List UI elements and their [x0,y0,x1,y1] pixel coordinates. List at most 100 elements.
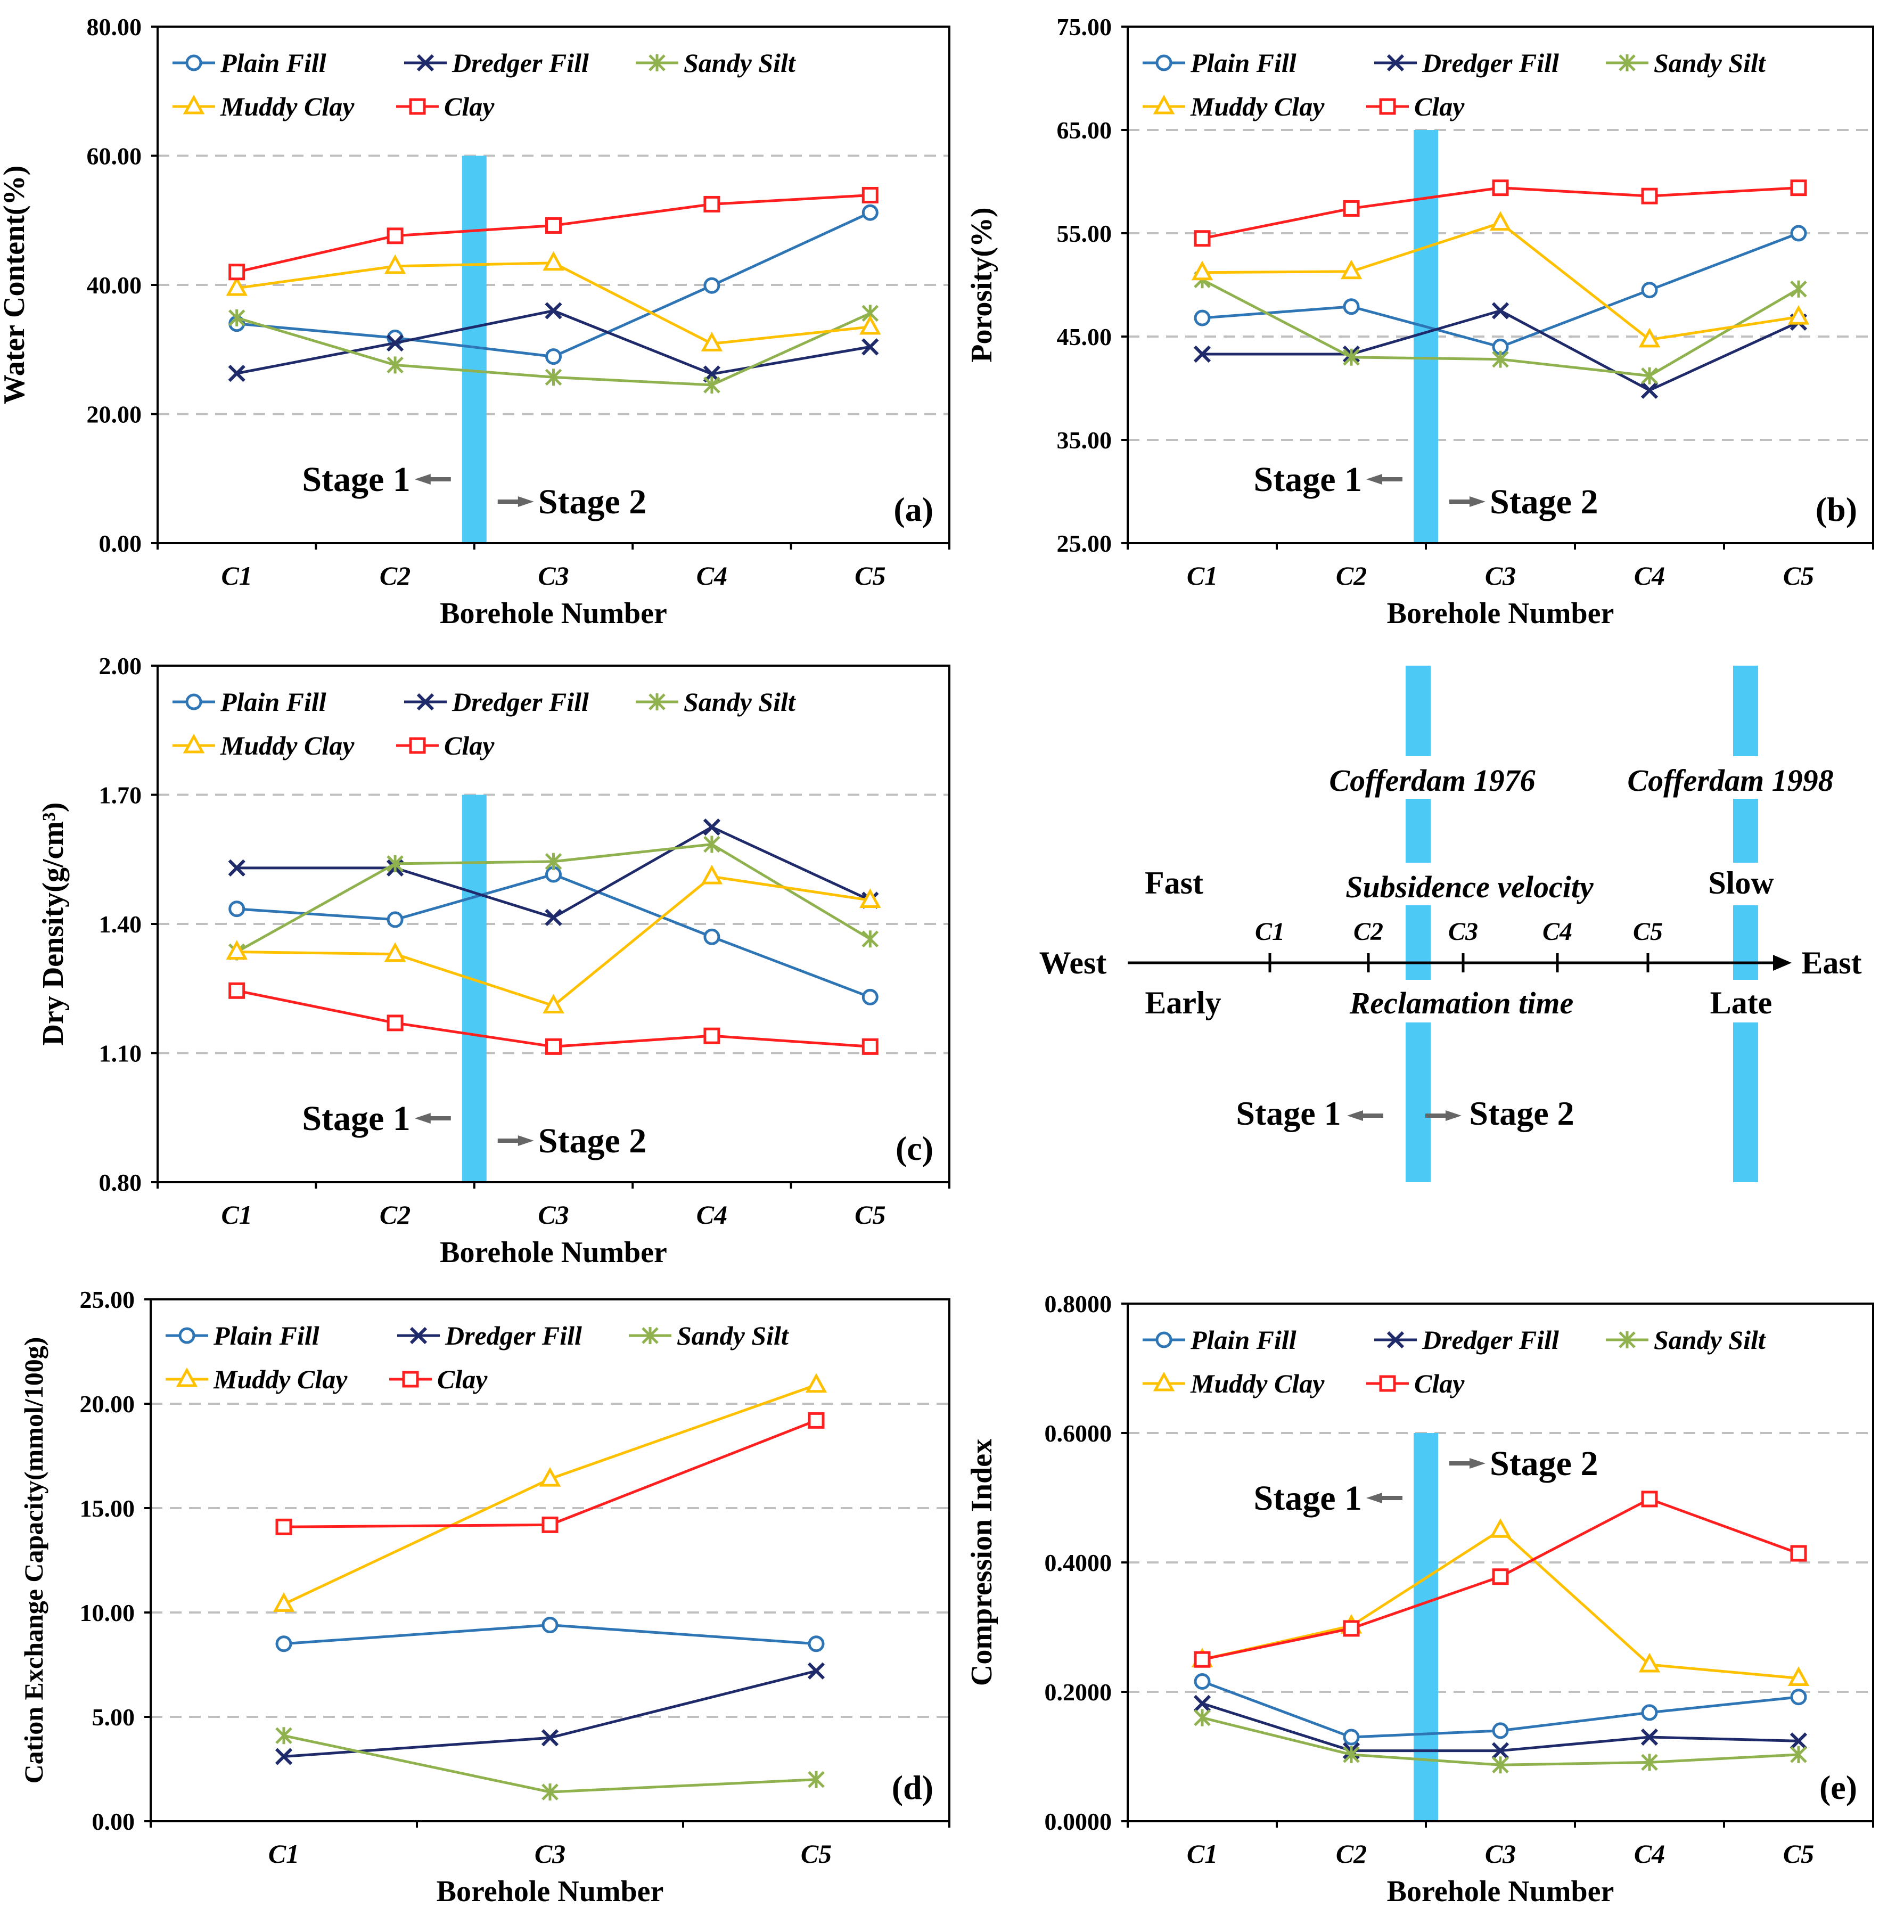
data-point-clay [228,264,245,281]
data-point-dredger-fill [386,334,404,352]
legend-label: Muddy Clay [220,92,355,121]
data-point-muddy-clay [701,864,723,885]
late-label: Late [1710,985,1772,1020]
y-tick-label: 45.00 [1057,323,1112,350]
x-tick-label: C4 [696,1200,727,1230]
stage-divider-bar [1414,1433,1438,1821]
x-tick-label: C5 [855,1200,885,1230]
data-point-dredger-fill [545,302,562,320]
cofferdam-1998-label: Cofferdam 1998 [1627,763,1833,798]
y-axis-title: Porosity(%) [965,207,998,362]
borehole-label: C3 [1448,918,1478,946]
y-tick-label: 25.00 [80,1286,135,1313]
y-tick-label: 25.00 [1057,530,1112,557]
data-point-plain-fill [703,277,720,294]
data-point-sandy-silt [1790,280,1807,298]
x-tick-label: C4 [696,561,727,591]
y-tick-label: 20.00 [87,401,142,428]
data-point-sandy-silt [1492,1756,1509,1774]
x-tick-label: C1 [221,561,252,591]
stage1-label: Stage 1 [1254,1479,1362,1518]
data-point-muddy-clay [226,940,248,960]
label-mask [1299,863,1885,905]
y-axis-title: Cation Exchange Capacity(mmol/100g) [19,1337,48,1784]
label-mask [1299,980,1885,1022]
legend-label: Sandy Silt [677,1321,790,1350]
x-tick-label: C5 [1783,561,1814,591]
axis-arrowhead [1773,955,1792,971]
x-axis-title: Borehole Number [1387,1875,1614,1908]
data-point-plain-fill [387,911,404,928]
legend-marker [416,693,434,711]
stage2-arrow [497,1135,534,1146]
x-tick-label: C2 [1336,561,1367,591]
data-point-plain-fill [861,988,879,1005]
stage2-label: Stage 2 [538,1121,646,1160]
y-tick-label: 0.2000 [1045,1679,1112,1706]
legend-marker [185,54,202,71]
legend-label: Clay [444,731,495,760]
data-point-clay [1194,1651,1211,1668]
x-tick-label: C4 [1634,561,1665,591]
data-point-muddy-clay [1787,1666,1810,1686]
chart-e: 0.0000 0.2000 0.4000 0.6000 0.8000 C1 C2 C3 C4 C5… [965,1290,1874,1908]
legend-marker [1379,98,1396,115]
x-axis-title: Borehole Number [440,597,667,630]
stage1-label: Stage 1 [1236,1094,1341,1132]
data-point-clay [703,1027,720,1044]
data-point-sandy-silt [1641,1754,1658,1771]
data-point-muddy-clay [226,276,248,296]
data-point-clay [1492,179,1509,197]
legend-label: Muddy Clay [1190,92,1325,121]
data-point-muddy-clay [1340,259,1363,280]
data-point-sandy-silt [1343,1746,1360,1763]
x-tick-label: C2 [380,1200,411,1230]
legend-marker [409,1327,428,1345]
data-point-clay [1343,200,1360,217]
data-point-clay [275,1518,292,1535]
x-tick-label: C5 [855,561,885,591]
y-axis-title: Water Content(%) [0,166,31,404]
stage1-arrow [1366,1493,1402,1503]
data-point-sandy-silt [1790,1746,1807,1763]
data-point-muddy-clay [1489,211,1512,231]
data-point-plain-fill [1641,1704,1658,1721]
fast-label: Fast [1145,865,1203,900]
legend-marker [1619,1331,1636,1348]
legend-label: Sandy Silt [684,48,797,78]
y-tick-label: 35.00 [1057,427,1112,454]
stage1-label: Stage 1 [302,1099,410,1138]
stage2-arrow [1449,496,1486,507]
data-point-muddy-clay [1638,328,1661,348]
x-tick-label: C3 [538,561,569,591]
legend-marker [1386,54,1405,72]
y-axis-title: Dry Density(g/cm³) [37,803,70,1046]
data-point-plain-fill [861,204,879,221]
data-point-dredger-fill [1491,1742,1509,1759]
x-tick-label: C3 [1485,1839,1516,1869]
data-point-dredger-fill [545,908,562,927]
data-point-clay [545,217,562,234]
panel-label: (c) [896,1129,933,1167]
stage-divider-bar [462,795,487,1182]
data-point-dredger-fill [228,859,245,877]
legend-label: Dredger Fill [452,687,589,717]
y-tick-label: 0.4000 [1045,1549,1112,1576]
data-point-plain-fill [703,928,720,945]
data-point-sandy-silt [541,1783,559,1801]
legend-label: Clay [1414,1369,1465,1398]
legend-marker [183,94,205,114]
subsidence-velocity-label: Subsidence velocity [1345,870,1594,904]
legend-label: Clay [444,92,495,121]
data-point-dredger-fill [861,338,879,356]
stage1-label: Stage 1 [302,460,410,499]
legend-marker [649,54,666,71]
legend-label: Dredger Fill [1422,48,1559,78]
stage1-arrow [414,1113,451,1124]
slow-label: Slow [1708,865,1774,900]
legend-label: Clay [1414,92,1465,121]
borehole-label: C5 [1633,918,1663,946]
x-tick-label: C1 [1187,561,1218,591]
plot-frame [1127,26,1874,544]
